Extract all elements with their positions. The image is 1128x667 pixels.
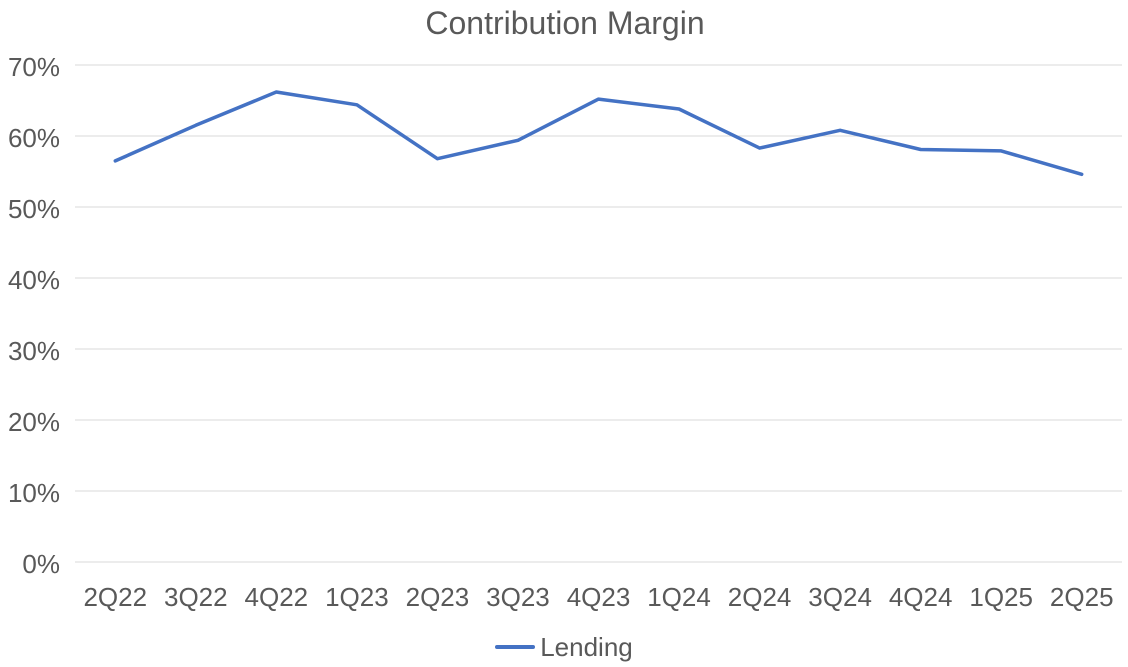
- legend-line-swatch: [495, 645, 536, 649]
- y-tick-label: 0%: [22, 549, 60, 579]
- x-tick-label: 1Q24: [647, 582, 711, 612]
- gridlines: [75, 64, 1122, 563]
- x-tick-label: 1Q23: [325, 582, 389, 612]
- y-axis-labels: 0% 10% 20% 30% 40% 50% 60% 70%: [8, 52, 60, 579]
- x-tick-label: 2Q22: [83, 582, 147, 612]
- series-line-lending: [113, 90, 1084, 177]
- chart-title: Contribution Margin: [425, 5, 704, 41]
- x-tick-label: 4Q23: [567, 582, 631, 612]
- x-tick-label: 2Q24: [728, 582, 792, 612]
- y-tick-label: 30%: [8, 336, 60, 366]
- x-tick-label: 3Q24: [808, 582, 872, 612]
- y-tick-label: 70%: [8, 52, 60, 82]
- x-tick-label: 3Q22: [164, 582, 228, 612]
- y-tick-label: 50%: [8, 194, 60, 224]
- x-tick-label: 1Q25: [969, 582, 1033, 612]
- y-tick-label: 20%: [8, 407, 60, 437]
- x-tick-label: 2Q25: [1050, 582, 1114, 612]
- y-tick-label: 10%: [8, 478, 60, 508]
- y-tick-label: 60%: [8, 123, 60, 153]
- legend: Lending: [0, 632, 1128, 662]
- x-tick-label: 4Q24: [889, 582, 953, 612]
- x-tick-label: 4Q22: [245, 582, 309, 612]
- x-tick-label: 2Q23: [406, 582, 470, 612]
- x-axis-labels: 2Q22 3Q22 4Q22 1Q23 2Q23 3Q23 4Q23 1Q24 2Q24 3Q24…: [83, 582, 1113, 612]
- x-tick-label: 3Q23: [486, 582, 550, 612]
- y-tick-label: 40%: [8, 265, 60, 295]
- legend-label: Lending: [540, 632, 633, 662]
- series-lines: [113, 90, 1084, 177]
